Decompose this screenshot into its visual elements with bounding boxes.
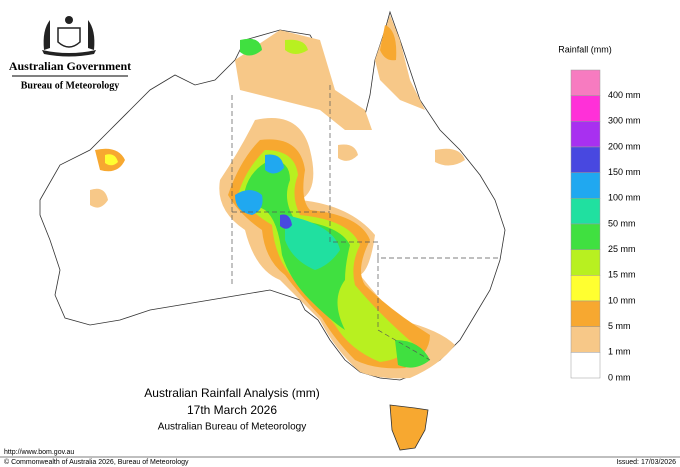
coat-of-arms bbox=[42, 16, 96, 57]
legend-label: 200 mm bbox=[608, 141, 641, 151]
legend-label: 15 mm bbox=[608, 270, 636, 280]
legend-swatch bbox=[570, 146, 601, 173]
bureau-name: Bureau of Meteorology bbox=[21, 80, 120, 91]
footer-issued: Issued: 17/03/2026 bbox=[616, 459, 676, 466]
legend-label: 50 mm bbox=[608, 218, 636, 228]
legend-swatch bbox=[570, 172, 601, 199]
legend-swatch bbox=[570, 300, 601, 327]
legend-swatch bbox=[570, 198, 601, 225]
footer-url: http://www.bom.gov.au bbox=[4, 449, 74, 456]
footer-copyright: © Commonwealth of Australia 2026, Bureau… bbox=[4, 458, 189, 466]
legend-swatch bbox=[570, 223, 601, 250]
state-borders bbox=[231, 85, 500, 361]
legend: 400 mm 300 mm 200 mm 150 mm 100 mm 50 mm 25 mm… bbox=[570, 69, 641, 382]
legend-swatch bbox=[570, 352, 601, 379]
government-name: Australian Government bbox=[9, 59, 131, 73]
map-source: Australian Bureau of Meteorology bbox=[158, 422, 306, 433]
map-title: Australian Rainfall Analysis (mm) bbox=[144, 386, 319, 400]
rainfall-areas bbox=[90, 15, 465, 379]
legend-swatch bbox=[570, 275, 601, 302]
tasmania bbox=[389, 404, 429, 451]
legend-label: 150 mm bbox=[608, 167, 641, 177]
legend-swatch bbox=[570, 326, 601, 353]
legend-swatch bbox=[570, 95, 601, 122]
legend-title: Rainfall (mm) bbox=[558, 44, 612, 54]
legend-swatch bbox=[570, 121, 601, 148]
legend-label: 25 mm bbox=[608, 244, 636, 254]
legend-swatch bbox=[570, 249, 601, 276]
legend-label: 0 mm bbox=[608, 372, 631, 382]
legend-label: 10 mm bbox=[608, 295, 636, 305]
legend-label: 100 mm bbox=[608, 193, 641, 203]
legend-label: 5 mm bbox=[608, 321, 631, 331]
map-date: 17th March 2026 bbox=[187, 403, 277, 417]
legend-label: 300 mm bbox=[608, 116, 641, 126]
legend-label: 400 mm bbox=[608, 90, 641, 100]
legend-swatch bbox=[570, 69, 601, 96]
legend-label: 1 mm bbox=[608, 347, 631, 357]
